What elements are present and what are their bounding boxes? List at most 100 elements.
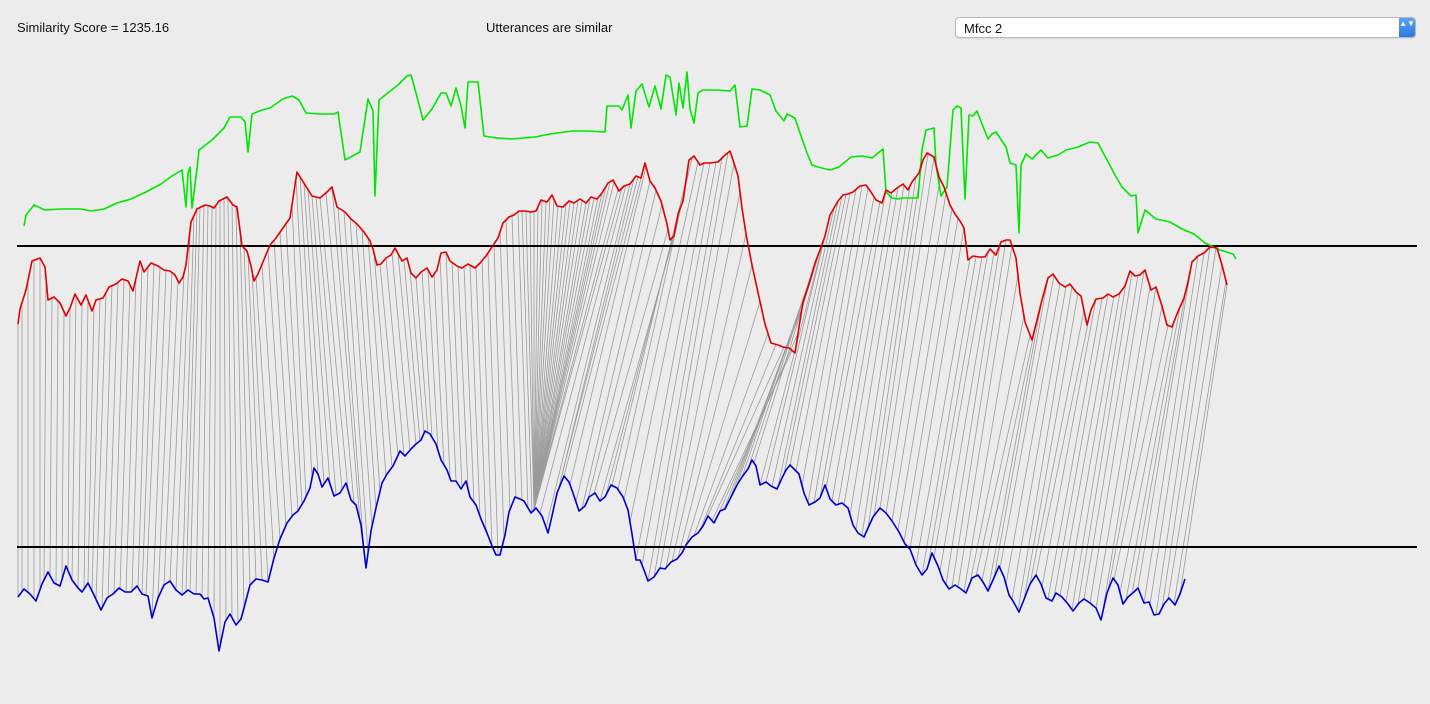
warp-line <box>1053 293 1109 598</box>
warp-line <box>897 208 953 531</box>
warp-line <box>789 194 847 466</box>
warp-path-lines <box>17 152 1228 647</box>
warp-line <box>641 162 717 566</box>
warp-line <box>963 275 1019 592</box>
warp-line <box>927 256 983 566</box>
warp-line <box>223 198 227 621</box>
warp-line <box>1101 286 1157 616</box>
warp-line <box>409 269 425 434</box>
warp-line <box>993 277 1049 578</box>
warp-line <box>493 243 505 540</box>
warp-line <box>1023 293 1079 600</box>
warp-line <box>533 197 551 511</box>
warp-line <box>469 265 481 517</box>
warp-line <box>1179 284 1228 595</box>
warp-line <box>487 252 499 556</box>
warp-line <box>873 153 929 516</box>
warp-line <box>331 186 361 522</box>
warp-line <box>533 200 543 511</box>
warp-line <box>533 201 547 511</box>
series-lines <box>17 71 1237 652</box>
warp-line <box>261 264 281 540</box>
warp-line <box>521 210 533 513</box>
warp-line <box>427 269 439 451</box>
warp-line <box>1077 272 1133 605</box>
warp-line <box>295 178 313 479</box>
warp-line <box>71 295 77 581</box>
warp-line <box>145 267 161 596</box>
warp-line <box>433 274 445 466</box>
warp-line <box>113 279 125 594</box>
warp-line <box>391 253 411 451</box>
warp-line <box>685 301 761 546</box>
warp-line <box>279 232 299 512</box>
warp-line <box>1107 305 1163 591</box>
warp-line <box>843 187 899 505</box>
warp-line <box>247 254 263 581</box>
warp-line <box>355 223 377 509</box>
warp-line <box>55 300 59 585</box>
warp-line <box>867 163 923 529</box>
mfcc-dropdown-value: Mfcc 2 <box>964 21 1003 36</box>
warp-line <box>255 277 275 559</box>
warp-line <box>545 183 631 528</box>
warp-line <box>1017 286 1073 611</box>
warp-line <box>831 189 887 502</box>
warp-line <box>181 215 195 596</box>
warp-line <box>1131 289 1187 594</box>
warp-line <box>885 178 941 514</box>
warp-line <box>517 211 529 508</box>
warp-line <box>43 277 47 581</box>
warp-line <box>987 299 1043 592</box>
warp-line <box>533 206 539 511</box>
warp-line <box>921 256 977 576</box>
warp-line <box>879 156 935 509</box>
warp-line <box>95 292 107 600</box>
warp-line <box>611 180 687 486</box>
warp-line <box>77 302 83 589</box>
warp-line <box>1161 247 1217 609</box>
warp-line <box>169 272 185 582</box>
warp-line <box>693 333 769 536</box>
warp-line <box>999 275 1055 569</box>
warp-line <box>951 239 1007 588</box>
mfcc-dropdown[interactable]: Mfcc 2 ▲▼ <box>955 17 1416 38</box>
warp-line <box>185 208 198 592</box>
warp-line <box>307 189 331 485</box>
warp-line <box>957 245 1013 588</box>
warp-line <box>903 218 959 543</box>
warp-line <box>635 162 711 561</box>
warp-line <box>1125 307 1181 600</box>
warp-line <box>533 200 579 511</box>
warp-line <box>837 192 893 505</box>
warp-line <box>1035 313 1091 576</box>
warp-line <box>569 166 647 485</box>
warp-line <box>1059 296 1115 596</box>
warp-line <box>1143 255 1199 604</box>
warp-line <box>101 285 113 609</box>
warp-line <box>533 203 567 511</box>
warp-line <box>533 206 559 511</box>
warp-line <box>403 259 421 441</box>
warp-line <box>285 223 303 505</box>
warp-line <box>533 181 615 511</box>
warp-line <box>533 187 623 511</box>
warp-line <box>855 185 911 530</box>
warp-line <box>533 186 607 511</box>
warp-line <box>813 187 869 503</box>
warp-line <box>659 162 735 569</box>
warp-line <box>915 258 971 566</box>
warp-line <box>533 202 575 511</box>
warp-line <box>533 206 563 511</box>
warp-line <box>533 198 591 511</box>
warp-line <box>125 278 137 593</box>
updown-arrows-icon[interactable]: ▲▼ <box>1399 18 1415 37</box>
warp-line <box>175 230 191 591</box>
warp-line <box>151 270 167 619</box>
warp-line <box>795 193 851 472</box>
warp-line <box>593 229 669 494</box>
warp-line <box>439 257 451 479</box>
warp-line <box>291 204 307 497</box>
